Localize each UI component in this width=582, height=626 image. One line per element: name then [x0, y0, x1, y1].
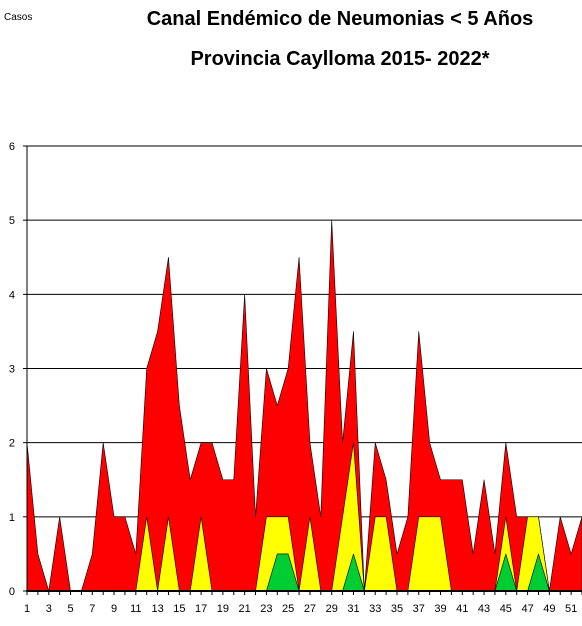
x-tick-label: 29	[326, 603, 338, 615]
x-tick-label: 15	[173, 603, 185, 615]
x-tick-label: 51	[565, 603, 577, 615]
x-tick-label: 41	[456, 603, 468, 615]
series-areas	[26, 219, 582, 592]
y-tick-label: 6	[9, 141, 15, 153]
x-tick-label: 27	[304, 603, 316, 615]
x-tick-label: 13	[151, 603, 163, 615]
x-tick-label: 19	[217, 603, 229, 615]
x-tick-label: 25	[282, 603, 294, 615]
x-tick-label: 7	[89, 603, 95, 615]
x-tick-label: 45	[500, 603, 512, 615]
chart-title-line2: Provincia Caylloma 2015- 2022*	[190, 48, 490, 70]
x-tick-label: 21	[239, 603, 251, 615]
x-tick-label: 49	[543, 603, 555, 615]
y-tick-label: 2	[9, 438, 15, 450]
x-tick-label: 9	[111, 603, 117, 615]
x-tick-label: 23	[260, 603, 272, 615]
axes	[23, 145, 582, 595]
x-tick-labels: 1 3 5 7 9 11 13 15 17 19 21 23 25 27 29 31 33 35 37 39 41 43 4…	[24, 603, 577, 615]
y-axis-label: Casos	[4, 12, 33, 23]
series-area-1	[26, 219, 582, 592]
chart-title-line1: Canal Endémico de Neumonias < 5 Años	[146, 8, 534, 30]
y-tick-label: 0	[9, 586, 15, 598]
x-tick-label: 11	[130, 603, 141, 615]
x-tick-label: 31	[347, 603, 359, 615]
y-tick-label: 3	[9, 364, 15, 376]
x-tick-label: 33	[369, 603, 381, 615]
x-tick-label: 3	[46, 603, 52, 615]
x-tick-label: 17	[195, 603, 207, 615]
x-tick-label: 35	[391, 603, 403, 615]
x-tick-label: 37	[413, 603, 425, 615]
x-tick-label: 5	[67, 603, 73, 615]
x-tick-label: 1	[24, 603, 30, 615]
x-tick-label: 39	[434, 603, 446, 615]
x-tick-label: 43	[478, 603, 490, 615]
y-tick-label: 4	[9, 289, 15, 301]
y-tick-label: 1	[9, 512, 15, 524]
y-tick-labels: 0 1 2 3 4 5 6	[9, 141, 15, 598]
y-tick-label: 5	[9, 215, 15, 227]
x-tick-label: 47	[521, 603, 533, 615]
